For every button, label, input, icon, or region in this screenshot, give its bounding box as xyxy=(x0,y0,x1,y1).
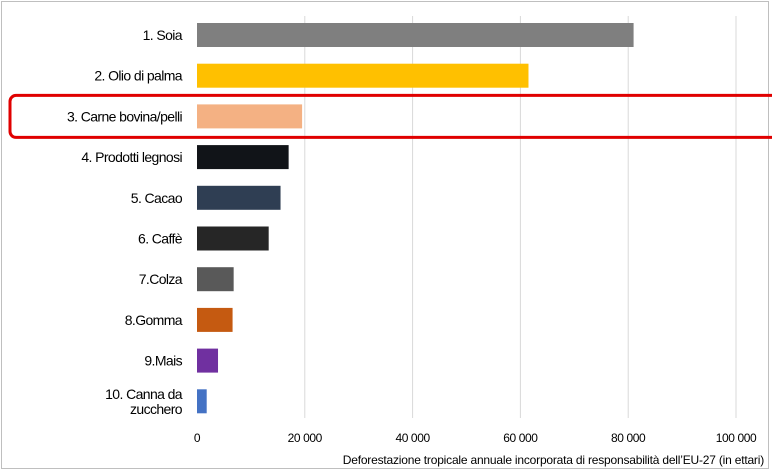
x-axis-title: Deforestazione tropicale annuale incorpo… xyxy=(343,453,764,467)
category-labels: 1. Soia 2. Olio di palma 3. Carne bovina/p… xyxy=(67,27,183,417)
bar xyxy=(197,267,234,292)
x-tick-label: 0 xyxy=(194,431,201,445)
category-label: 6. Caffè xyxy=(138,231,183,247)
x-tick-label: 20 000 xyxy=(288,431,323,445)
category-label: 10. Canna da xyxy=(105,386,183,402)
category-label: 3. Carne bovina/pelli xyxy=(67,108,183,124)
bar xyxy=(197,185,281,210)
x-tick-label: 60 000 xyxy=(503,431,538,445)
bar xyxy=(197,23,634,47)
x-tick-label: 100 000 xyxy=(716,431,757,445)
category-label: 4. Prodotti legnosi xyxy=(81,149,182,165)
bar xyxy=(197,307,233,332)
category-label: 7.Colza xyxy=(139,271,183,287)
category-label: 5. Cacao xyxy=(131,190,183,206)
bar xyxy=(197,348,219,373)
bar xyxy=(197,145,289,170)
bar xyxy=(197,104,303,129)
bar xyxy=(197,389,207,414)
category-label: 9.Mais xyxy=(144,353,182,369)
category-label: 1. Soia xyxy=(143,27,183,43)
bar xyxy=(197,226,269,251)
bar xyxy=(197,63,529,88)
x-tick-label: 80 000 xyxy=(611,431,646,445)
category-label: zucchero xyxy=(130,401,183,417)
category-label: 2. Olio di palma xyxy=(94,68,182,84)
x-tick-label: 40 000 xyxy=(395,431,430,445)
category-label: 8.Gomma xyxy=(125,312,183,328)
bars xyxy=(197,23,634,414)
x-tick-labels: 0 20 000 40 000 60 000 80 000 100 000 xyxy=(194,431,758,445)
highlight-box xyxy=(8,93,772,139)
